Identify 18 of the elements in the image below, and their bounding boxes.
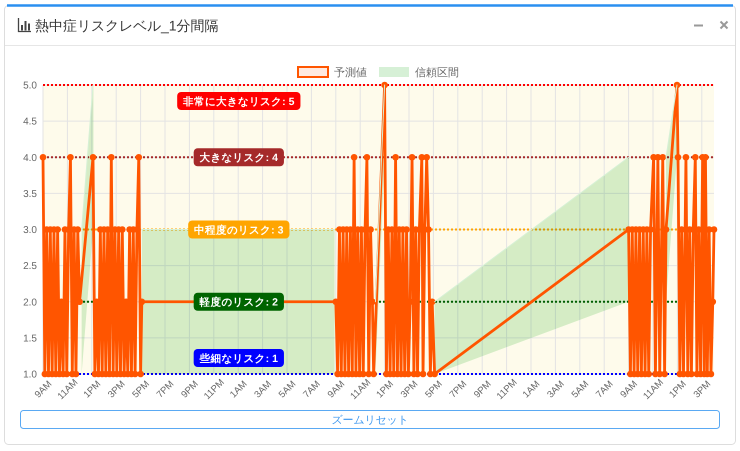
- y-tick-label: 3.5: [23, 188, 38, 200]
- ref-line-label: 軽度のリスク: 2: [198, 296, 278, 309]
- chart-title: 熱中症リスクレベル_1分間隔: [35, 18, 219, 34]
- y-tick-label: 2.0: [23, 297, 38, 308]
- y-tick-label: 5.0: [23, 80, 38, 92]
- ref-line-label: 中程度のリスク: 3: [194, 223, 284, 236]
- y-tick-label: 4.0: [23, 152, 38, 164]
- text: ズームリセット: [332, 414, 408, 426]
- y-tick-label: 3.0: [23, 225, 38, 236]
- y-tick-label: 4.5: [23, 116, 38, 128]
- legend-label: 予測値: [334, 67, 367, 79]
- legend-label: 信頼区間: [415, 67, 459, 79]
- y-tick-label: 1.5: [23, 333, 38, 344]
- ref-line-label: 非常に大きなリスク: 5: [182, 94, 295, 108]
- y-tick-label: 1.0: [23, 370, 38, 380]
- ref-line-label: 些細なリスク: 1: [198, 352, 278, 365]
- y-tick-label: 2.5: [23, 261, 38, 272]
- ref-line-label: 大きなリスク: 4: [200, 151, 278, 164]
